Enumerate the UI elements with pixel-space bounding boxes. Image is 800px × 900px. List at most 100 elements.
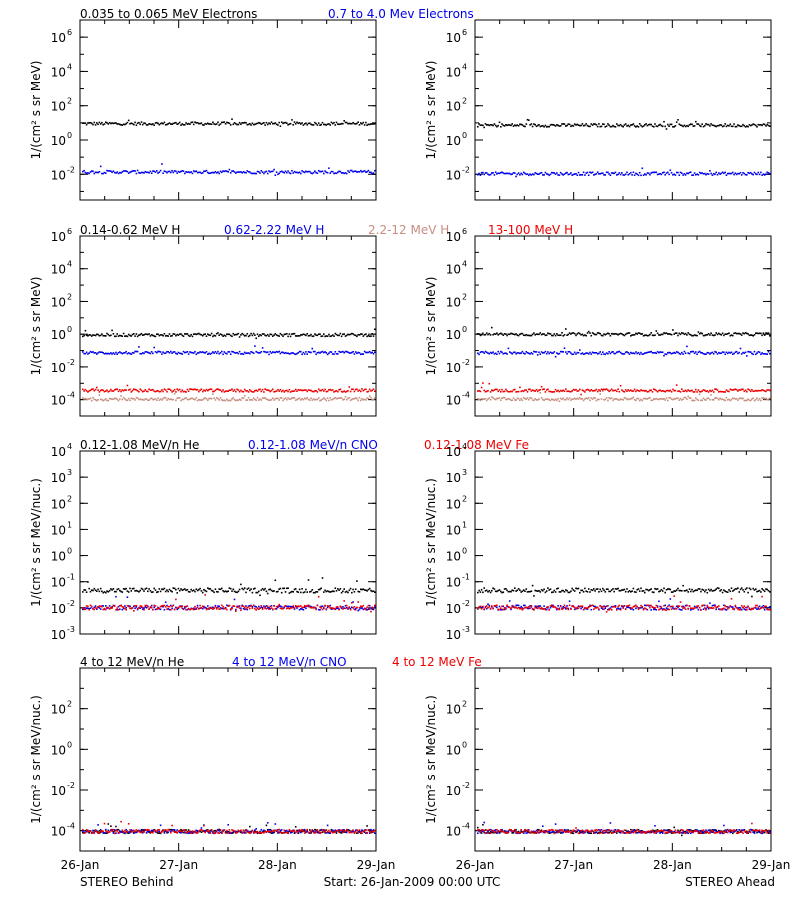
data-point bbox=[333, 335, 335, 337]
data-point bbox=[372, 352, 375, 355]
data-point bbox=[108, 334, 111, 337]
data-point bbox=[82, 351, 84, 353]
data-point bbox=[85, 390, 88, 392]
data-point bbox=[539, 388, 542, 391]
data-point bbox=[269, 123, 271, 125]
data-point bbox=[296, 605, 298, 608]
data-point bbox=[110, 825, 112, 827]
data-point bbox=[640, 587, 642, 590]
data-point bbox=[673, 351, 675, 354]
data-point bbox=[642, 397, 645, 400]
data-point bbox=[515, 353, 517, 355]
data-point bbox=[483, 126, 485, 129]
data-point bbox=[127, 333, 130, 336]
data-point bbox=[640, 333, 642, 335]
data-point bbox=[498, 333, 501, 335]
data-point bbox=[710, 394, 712, 396]
data-point bbox=[479, 351, 482, 354]
data-point bbox=[98, 607, 101, 609]
data-point bbox=[742, 606, 744, 609]
data-point bbox=[682, 174, 684, 176]
data-point bbox=[533, 399, 535, 402]
data-point bbox=[545, 608, 548, 611]
data-point bbox=[223, 170, 226, 173]
data-point bbox=[570, 608, 572, 610]
data-point bbox=[105, 832, 107, 834]
x-tick-label: 28-Jan bbox=[258, 858, 297, 872]
data-point bbox=[92, 123, 94, 126]
data-point bbox=[294, 605, 297, 607]
data-point bbox=[217, 332, 219, 334]
data-point bbox=[356, 580, 358, 582]
data-point bbox=[520, 605, 522, 608]
data-point bbox=[665, 609, 668, 611]
data-point bbox=[286, 333, 288, 335]
data-point bbox=[602, 606, 604, 608]
data-point bbox=[559, 334, 562, 336]
data-point bbox=[221, 390, 223, 393]
data-point bbox=[483, 398, 485, 400]
data-point bbox=[264, 171, 266, 173]
data-point bbox=[756, 126, 758, 128]
y-tick-label: 10 bbox=[51, 576, 66, 590]
data-point bbox=[122, 607, 125, 610]
data-point bbox=[273, 334, 275, 336]
data-point bbox=[561, 398, 563, 401]
data-point bbox=[669, 352, 672, 354]
data-point bbox=[131, 122, 134, 125]
data-point bbox=[551, 591, 553, 594]
data-point bbox=[726, 352, 729, 355]
data-point bbox=[489, 591, 492, 594]
data-point bbox=[371, 608, 373, 610]
data-point bbox=[557, 605, 559, 607]
data-point bbox=[316, 604, 319, 607]
data-point bbox=[587, 353, 590, 355]
data-point bbox=[83, 608, 85, 611]
data-point bbox=[575, 608, 577, 610]
data-point bbox=[111, 122, 113, 124]
data-point bbox=[604, 353, 607, 356]
data-point bbox=[340, 335, 343, 338]
data-point bbox=[607, 389, 609, 391]
data-point bbox=[119, 171, 121, 174]
data-point bbox=[306, 353, 308, 355]
data-point bbox=[540, 589, 543, 591]
data-point bbox=[672, 605, 674, 608]
data-point bbox=[602, 390, 604, 392]
data-point bbox=[506, 124, 508, 127]
y-tick-label: 10 bbox=[51, 328, 66, 342]
data-point bbox=[213, 397, 215, 399]
data-point bbox=[732, 608, 734, 610]
data-point bbox=[250, 124, 252, 126]
data-point bbox=[117, 605, 120, 608]
data-point bbox=[543, 126, 545, 128]
data-point bbox=[349, 608, 352, 611]
data-point bbox=[243, 351, 246, 354]
data-point bbox=[568, 123, 571, 126]
data-point bbox=[361, 588, 363, 591]
data-point bbox=[626, 171, 628, 174]
data-point bbox=[135, 606, 138, 608]
data-point bbox=[539, 332, 542, 334]
data-point bbox=[90, 605, 93, 608]
data-point bbox=[367, 123, 370, 126]
data-point bbox=[260, 606, 263, 609]
data-point bbox=[618, 589, 621, 592]
data-point bbox=[269, 390, 271, 393]
data-point bbox=[218, 399, 220, 401]
x-tick-label: 27-Jan bbox=[159, 858, 198, 872]
data-point bbox=[172, 333, 175, 335]
data-point bbox=[238, 588, 241, 591]
data-point bbox=[580, 589, 582, 592]
data-point bbox=[154, 351, 157, 353]
data-point bbox=[258, 590, 260, 593]
data-point bbox=[314, 121, 316, 124]
data-point bbox=[302, 829, 305, 831]
data-point bbox=[240, 399, 242, 401]
data-point bbox=[749, 608, 752, 611]
data-point bbox=[101, 333, 103, 335]
y-tick-label: 10 bbox=[446, 497, 461, 511]
data-point bbox=[498, 121, 501, 124]
data-point bbox=[159, 122, 162, 125]
data-point bbox=[88, 608, 90, 610]
